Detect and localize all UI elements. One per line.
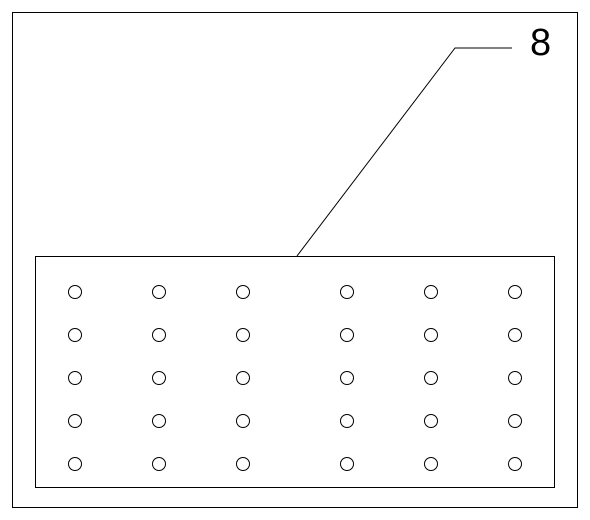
perforated-panel [35,256,555,488]
hole [68,414,82,428]
hole [236,371,250,385]
hole [340,414,354,428]
hole [236,457,250,471]
hole [340,285,354,299]
hole [508,457,522,471]
hole [236,414,250,428]
hole [508,414,522,428]
hole [152,328,166,342]
hole [68,285,82,299]
hole [340,457,354,471]
hole [424,414,438,428]
hole [508,371,522,385]
hole [424,457,438,471]
hole [152,285,166,299]
hole [68,457,82,471]
hole [152,457,166,471]
callout-label-8: 8 [530,22,551,65]
hole [340,328,354,342]
hole [68,328,82,342]
hole [424,371,438,385]
hole [340,371,354,385]
hole [152,371,166,385]
hole [508,285,522,299]
hole [152,414,166,428]
hole [68,371,82,385]
hole [236,285,250,299]
hole [508,328,522,342]
hole [424,285,438,299]
hole [424,328,438,342]
hole [236,328,250,342]
